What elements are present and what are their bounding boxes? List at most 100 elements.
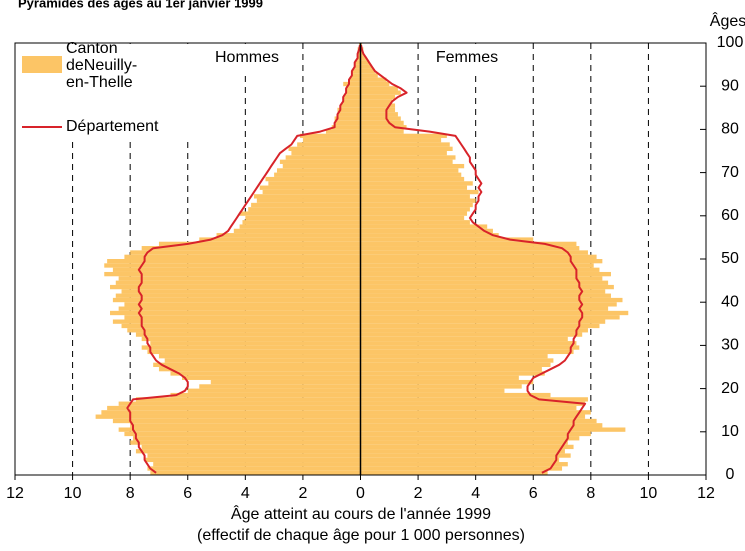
bar <box>153 362 361 367</box>
bar <box>297 142 361 147</box>
bar <box>360 116 401 121</box>
bar <box>277 168 361 173</box>
x-tick-label: 6 <box>529 485 538 502</box>
bar <box>135 397 361 402</box>
label-box <box>423 44 511 72</box>
bar <box>360 354 548 359</box>
bar <box>239 211 361 216</box>
bar <box>360 250 588 255</box>
bar <box>112 418 361 424</box>
bar <box>360 55 367 61</box>
x-tick-label: 6 <box>183 485 192 502</box>
bar <box>135 449 361 454</box>
bar <box>110 284 361 290</box>
bar <box>357 51 361 56</box>
bar <box>170 392 361 398</box>
bar <box>360 263 594 268</box>
bar <box>150 341 361 346</box>
bar <box>199 384 361 389</box>
bar <box>360 181 473 186</box>
y-tick-label: 100 <box>717 34 744 51</box>
bar <box>360 449 565 454</box>
bar <box>360 194 470 199</box>
bar <box>360 129 404 134</box>
bar <box>360 237 534 242</box>
bar <box>360 73 378 78</box>
bar <box>348 77 361 82</box>
bar <box>357 55 361 61</box>
bar <box>360 431 591 437</box>
bar <box>210 379 361 385</box>
bar <box>360 375 519 380</box>
bar <box>360 332 583 337</box>
y-tick-label: 0 <box>726 466 735 483</box>
bar <box>360 444 574 450</box>
annotation: Hommes <box>215 49 279 66</box>
x-tick-label: 0 <box>356 485 365 502</box>
bar <box>360 306 609 311</box>
bar <box>150 470 361 475</box>
plot-frame <box>14 42 707 476</box>
bar <box>124 302 361 307</box>
bar <box>360 392 551 398</box>
bar <box>360 427 626 432</box>
bar <box>360 345 580 350</box>
bar <box>360 228 493 234</box>
bar <box>360 271 611 277</box>
bar <box>360 466 563 471</box>
bar <box>360 112 398 117</box>
label-box <box>203 44 291 72</box>
x-tick-label: 4 <box>241 485 250 502</box>
x-tick-label: 2 <box>298 485 307 502</box>
bar <box>110 310 361 316</box>
bar <box>112 267 361 272</box>
bar <box>104 263 361 268</box>
bar <box>360 436 580 441</box>
bar <box>121 289 361 294</box>
legend-swatch <box>22 56 62 73</box>
x-tick-label: 10 <box>640 485 658 502</box>
bar <box>360 246 580 251</box>
bar <box>360 414 586 419</box>
bar <box>360 401 586 406</box>
bar <box>351 73 361 78</box>
bar <box>153 462 361 467</box>
bar <box>141 336 361 342</box>
bar <box>130 423 361 428</box>
bar <box>334 120 361 126</box>
bar <box>360 172 462 177</box>
bar <box>104 271 361 277</box>
bar <box>354 64 361 69</box>
bar <box>248 207 361 212</box>
bar <box>300 133 361 139</box>
y-tick-label: 20 <box>721 380 739 397</box>
bar <box>360 267 600 272</box>
bars <box>95 43 629 475</box>
bar <box>360 470 548 475</box>
bar <box>164 358 361 363</box>
bar <box>360 280 609 285</box>
bar <box>181 375 361 380</box>
y-tick-label: 30 <box>721 337 739 354</box>
bar <box>360 405 577 411</box>
bar <box>279 159 361 164</box>
bar <box>141 444 361 450</box>
y-tick-label: 90 <box>721 77 739 94</box>
bar <box>360 453 571 458</box>
bar <box>158 367 361 372</box>
bar <box>360 423 603 428</box>
bar <box>239 224 361 229</box>
bar <box>360 336 568 342</box>
legend-label: Canton deNeuilly-en-Thelle <box>66 40 138 91</box>
bar <box>360 220 470 225</box>
bar <box>285 155 361 160</box>
bar <box>282 163 361 169</box>
bar <box>360 168 459 173</box>
bar <box>360 341 577 346</box>
bar <box>288 146 361 151</box>
bar <box>253 194 361 199</box>
bar <box>360 254 597 259</box>
bar <box>147 466 361 471</box>
y-tick-label: 60 <box>721 207 739 224</box>
lines <box>126 45 587 474</box>
